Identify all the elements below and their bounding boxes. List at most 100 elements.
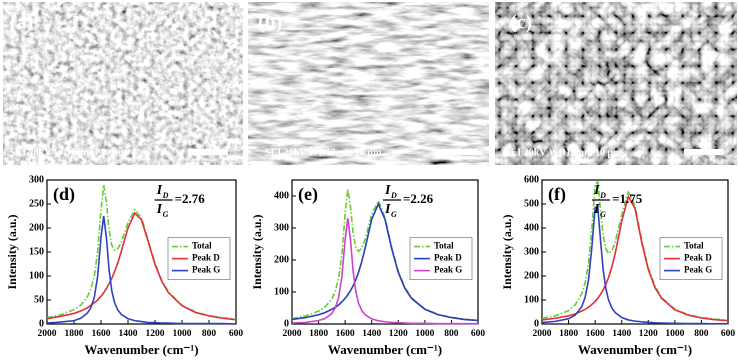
- scale-bar: [684, 149, 724, 155]
- x-tick-label: 2000: [283, 329, 302, 339]
- ratio-value: =1.75: [612, 191, 643, 206]
- x-tick-label: 600: [229, 329, 244, 339]
- chart: 0 100 200 300 400 2000 1800 1600 1400 1200 1000 800…: [250, 179, 486, 357]
- legend-label: Peak G: [192, 265, 220, 275]
- sem-caption: SEI 20kV WD13mm 10 μm: [265, 147, 382, 158]
- legend-label: Peak D: [434, 253, 462, 263]
- x-tick-label: 1400: [612, 329, 631, 339]
- scale-bar: [188, 149, 228, 155]
- ratio-numerator: I: [156, 183, 163, 198]
- line-series: [541, 194, 729, 322]
- x-tick-label: 600: [721, 329, 736, 339]
- x-tick-label: 800: [444, 329, 459, 339]
- y-tick-label: 0: [534, 318, 539, 329]
- y-tick-label: 100: [524, 294, 539, 305]
- x-tick-label: 1000: [173, 329, 192, 339]
- panel-label: (f): [548, 184, 566, 205]
- line-series: [46, 211, 237, 321]
- y-tick-label: 600: [524, 174, 539, 185]
- x-tick-label: 2000: [38, 329, 57, 339]
- plot-frame: [291, 179, 479, 325]
- sem-texture: [3, 2, 243, 165]
- ratio-numerator: I: [384, 183, 391, 198]
- x-tick-label: 1200: [389, 329, 408, 339]
- sem-caption: SEI 20kV WD13mm 10 μm: [505, 147, 622, 158]
- ratio-numerator-sub: D: [390, 191, 397, 200]
- legend-label: Total: [434, 241, 454, 251]
- ratio-numerator-sub: D: [599, 191, 606, 200]
- y-tick-label: 150: [29, 246, 44, 257]
- ratio-denominator: I: [156, 202, 163, 217]
- x-tick-label: 1200: [146, 329, 165, 339]
- line-series: [541, 206, 728, 325]
- legend-label: Total: [192, 241, 212, 251]
- sem-panel: (a) SEI 20kV WD13mm 10 μm: [3, 2, 243, 165]
- x-tick-label: 1000: [665, 329, 684, 339]
- panel-label: (c): [510, 12, 532, 34]
- ratio-denominator-sub: G: [163, 210, 169, 219]
- panel-label: (d): [53, 184, 75, 205]
- y-axis-label: Intensity (a.u.): [5, 214, 19, 289]
- legend-label: Total: [684, 241, 704, 251]
- y-tick-label: 0: [39, 318, 44, 329]
- y-axis-label: Intensity (a.u.): [250, 214, 264, 289]
- sem-caption: SEI 20kV WD13mm 10 μm: [10, 147, 127, 158]
- legend-label: Peak D: [684, 253, 712, 263]
- y-axis-label: Intensity (a.u.): [500, 214, 514, 289]
- line-series: [46, 215, 237, 325]
- legend-label: Peak G: [434, 265, 462, 275]
- scale-bar: [438, 149, 478, 155]
- ratio-denominator-sub: G: [391, 210, 397, 219]
- x-axis-label: Wavenumber (cm⁻¹): [84, 342, 198, 357]
- ratio-denominator-sub: G: [600, 210, 606, 219]
- line-series: [541, 179, 729, 322]
- chart: 0 50 100 150 200 250 300 2000 1800 1600 1400 1200 10…: [5, 174, 244, 357]
- ratio-value: =2.76: [175, 191, 206, 206]
- panel-label: (e): [298, 184, 318, 205]
- y-tick-label: 200: [29, 222, 44, 233]
- line-series: [291, 218, 478, 325]
- ratio-numerator-sub: D: [162, 191, 169, 200]
- y-tick-label: 300: [29, 174, 44, 185]
- x-axis-label: Wavenumber (cm⁻¹): [328, 342, 442, 357]
- x-tick-label: 800: [202, 329, 217, 339]
- y-tick-label: 100: [29, 270, 44, 281]
- x-axis-label: Wavenumber (cm⁻¹): [578, 342, 692, 357]
- y-tick-label: 400: [274, 190, 289, 201]
- y-tick-label: 50: [34, 294, 44, 305]
- line-series: [291, 201, 479, 322]
- sem-texture: [248, 2, 489, 165]
- y-tick-label: 200: [274, 254, 289, 265]
- ratio-denominator: I: [593, 202, 600, 217]
- x-tick-label: 1800: [309, 329, 328, 339]
- x-tick-label: 1400: [362, 329, 381, 339]
- ratio-numerator: I: [593, 183, 600, 198]
- y-tick-label: 100: [274, 286, 289, 297]
- legend-label: Peak G: [684, 265, 712, 275]
- y-tick-label: 300: [524, 246, 539, 257]
- x-tick-label: 1400: [119, 329, 138, 339]
- x-tick-label: 2000: [533, 329, 552, 339]
- y-tick-label: 400: [524, 222, 539, 233]
- y-tick-label: 500: [524, 198, 539, 209]
- y-tick-label: 0: [284, 318, 289, 329]
- sem-panel: (c) SEI 20kV WD13mm 10 μm: [495, 2, 737, 165]
- y-tick-label: 300: [274, 222, 289, 233]
- chart: 0 100 200 300 400 500 600 2000 1800 1600 1400 1200 1…: [500, 174, 736, 357]
- sem-panel: (b) SEI 20kV WD13mm 10 μm: [248, 2, 489, 165]
- x-tick-label: 600: [471, 329, 486, 339]
- x-tick-label: 1000: [415, 329, 434, 339]
- x-tick-label: 1200: [639, 329, 658, 339]
- x-tick-label: 1800: [65, 329, 84, 339]
- x-tick-label: 1600: [336, 329, 355, 339]
- ratio-value: =2.26: [403, 191, 434, 206]
- ratio-denominator: I: [384, 202, 391, 217]
- y-tick-label: 200: [524, 270, 539, 281]
- sem-texture: [495, 2, 737, 165]
- x-tick-label: 1600: [586, 329, 605, 339]
- y-tick-label: 250: [29, 198, 44, 209]
- x-tick-label: 800: [694, 329, 709, 339]
- x-tick-label: 1600: [92, 329, 111, 339]
